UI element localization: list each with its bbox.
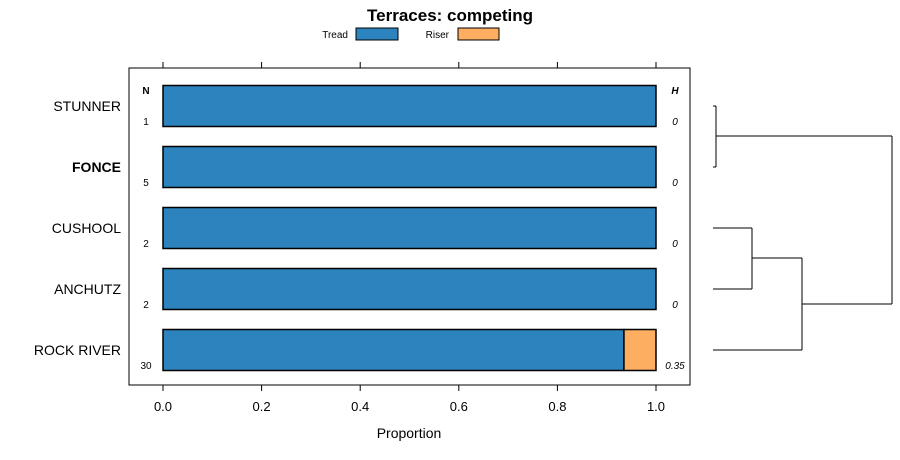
x-tick-label-0-4: 0.4 [351, 399, 369, 414]
x-tick-label-0-8: 0.8 [548, 399, 566, 414]
category-label-stunner: STUNNER [53, 98, 121, 114]
x-tick-label-0-6: 0.6 [450, 399, 468, 414]
bar-riser-rock-river [623, 328, 657, 372]
legend-label-tread: Tread [322, 30, 348, 41]
bar-tread-stunner [162, 84, 657, 128]
h-labels: 0 0 0 0 0.35 [665, 117, 685, 372]
bar-tread-rock-river [162, 328, 625, 372]
x-axis-label: Proportion [377, 425, 442, 441]
n-value-anchutz: 2 [143, 300, 149, 311]
n-labels: 1 5 2 2 30 [140, 117, 152, 372]
n-value-rock-river: 30 [140, 361, 152, 372]
top-ticks [162, 62, 657, 68]
n-header: N [142, 86, 149, 97]
legend-label-riser: Riser [426, 30, 450, 41]
n-value-stunner: 1 [143, 117, 149, 128]
x-axis: 0.0 0.2 0.4 0.6 0.8 1.0 [154, 385, 665, 414]
legend-swatch-riser [457, 27, 500, 41]
dendrogram [713, 105, 893, 351]
h-header: H [671, 86, 679, 97]
x-tick-label-0-0: 0.0 [154, 399, 172, 414]
bar-tread-fonce [162, 145, 657, 189]
h-value-fonce: 0 [672, 178, 678, 189]
category-labels: STUNNER FONCE CUSHOOL ANCHUTZ ROCK RIVER [34, 98, 122, 358]
bars [162, 84, 657, 372]
plot-frame [128, 67, 691, 386]
category-label-rock-river: ROCK RIVER [34, 342, 121, 358]
bar-tread-anchutz [162, 267, 657, 311]
legend-swatch-tread [355, 27, 399, 41]
x-tick-label-0-2: 0.2 [253, 399, 271, 414]
h-value-cushool: 0 [672, 239, 678, 250]
n-value-fonce: 5 [143, 178, 149, 189]
h-value-anchutz: 0 [672, 300, 678, 311]
category-label-fonce: FONCE [72, 159, 121, 175]
category-label-anchutz: ANCHUTZ [54, 281, 121, 297]
n-value-cushool: 2 [143, 239, 149, 250]
h-value-stunner: 0 [672, 117, 678, 128]
bar-tread-cushool [162, 206, 657, 250]
x-tick-label-1-0: 1.0 [647, 399, 665, 414]
legend: Tread Riser [322, 27, 500, 41]
category-label-cushool: CUSHOOL [52, 220, 121, 236]
chart-title: Terraces: competing [367, 6, 533, 25]
h-value-rock-river: 0.35 [665, 361, 685, 372]
